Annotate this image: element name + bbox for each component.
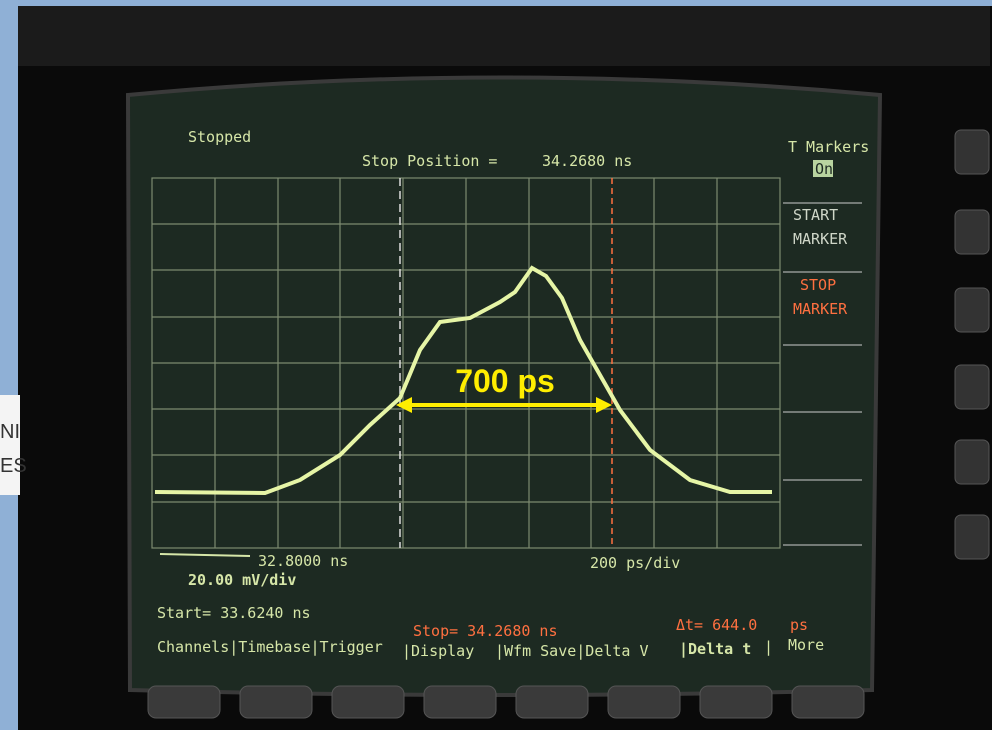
slide-bg: [0, 0, 18, 730]
readout-start: Start= 33.6240 ns: [157, 604, 311, 622]
start-marker-button[interactable]: MARKER: [793, 230, 848, 248]
position-value: 34.2680 ns: [542, 152, 632, 170]
side-toggle[interactable]: On: [815, 160, 833, 178]
menu-item[interactable]: |Display: [402, 642, 474, 660]
stop-marker-button[interactable]: MARKER: [793, 300, 848, 318]
readout-stop: Stop= 34.2680 ns: [413, 622, 558, 640]
case-top: [18, 6, 990, 66]
stop-marker-button[interactable]: STOP: [800, 276, 836, 294]
start-marker-button[interactable]: START: [793, 206, 838, 224]
menu-item[interactable]: Channels|Timebase|Trigger: [157, 638, 383, 656]
side-title: T Markers: [788, 138, 869, 156]
slide-text-bg: [0, 395, 20, 495]
readout-unit: ps: [790, 616, 808, 634]
photo: NI ES 700 ps Stopped Stop Position = 34.…: [0, 0, 992, 730]
slide-bg: [0, 0, 992, 6]
menu-item[interactable]: |Delta t: [679, 640, 751, 659]
status: Stopped: [188, 128, 251, 146]
slide-text: NI: [0, 421, 20, 443]
annotation-label: 700 ps: [455, 363, 555, 399]
time-per-div: 200 ps/div: [590, 554, 680, 572]
menu-item[interactable]: More: [788, 636, 824, 654]
slide-text: ES: [0, 455, 27, 477]
page: NI ES 700 ps Stopped Stop Position = 34.…: [0, 0, 992, 730]
readout-delta: Δt= 644.0: [676, 616, 757, 634]
position-label: Stop Position =: [362, 152, 497, 170]
menu-item[interactable]: |Wfm Save|Delta V: [495, 642, 649, 660]
offset: 32.8000 ns: [258, 552, 348, 570]
volts-per-div: 20.00 mV/div: [188, 571, 296, 589]
menu-item[interactable]: |: [764, 638, 773, 656]
